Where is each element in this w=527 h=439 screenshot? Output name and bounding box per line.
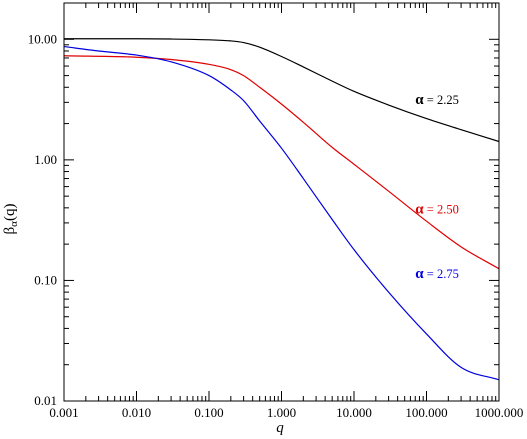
plot-frame bbox=[63, 2, 500, 402]
series-label-1: α = 2.25 bbox=[415, 92, 459, 108]
series-group bbox=[63, 38, 500, 381]
series-label-symbol: α bbox=[415, 92, 424, 108]
series-label-value: = 2.75 bbox=[424, 267, 459, 281]
series-label-value: = 2.25 bbox=[424, 93, 459, 107]
series-label-symbol: α bbox=[415, 201, 424, 217]
x-tick-label: 0.100 bbox=[194, 405, 223, 420]
y-axis-label-arg: (q) bbox=[2, 204, 18, 222]
y-axis-label-sub: α bbox=[8, 221, 20, 227]
y-tick-label: 10.00 bbox=[28, 31, 57, 46]
y-axis-label: βα(q) bbox=[2, 204, 20, 235]
series-line-2 bbox=[63, 55, 500, 270]
y-tick-label: 0.01 bbox=[34, 393, 57, 408]
series-label-2: α = 2.50 bbox=[415, 201, 459, 217]
series-label-symbol: α bbox=[415, 266, 424, 282]
series-line-1 bbox=[63, 38, 500, 143]
label-group: 0.001 0.010 0.100 1.000 10.000 100.000 1000.00… bbox=[28, 31, 524, 420]
series-label-3: α = 2.75 bbox=[415, 266, 459, 282]
x-tick-label: 1000.000 bbox=[475, 405, 524, 420]
x-tick-label: 1.000 bbox=[267, 405, 296, 420]
y-tick-label: 0.10 bbox=[34, 272, 57, 287]
y-tick-label: 1.00 bbox=[34, 152, 57, 167]
tick-group bbox=[63, 2, 499, 402]
series-label-value: = 2.50 bbox=[424, 202, 459, 216]
y-axis-label-main: β bbox=[2, 227, 18, 235]
x-tick-label: 10.000 bbox=[336, 405, 372, 420]
x-tick-label: 0.001 bbox=[49, 405, 78, 420]
x-tick-label: 0.010 bbox=[122, 405, 151, 420]
x-axis-label: q bbox=[276, 420, 284, 436]
series-line-3 bbox=[63, 45, 500, 381]
x-tick-label: 100.000 bbox=[405, 405, 447, 420]
